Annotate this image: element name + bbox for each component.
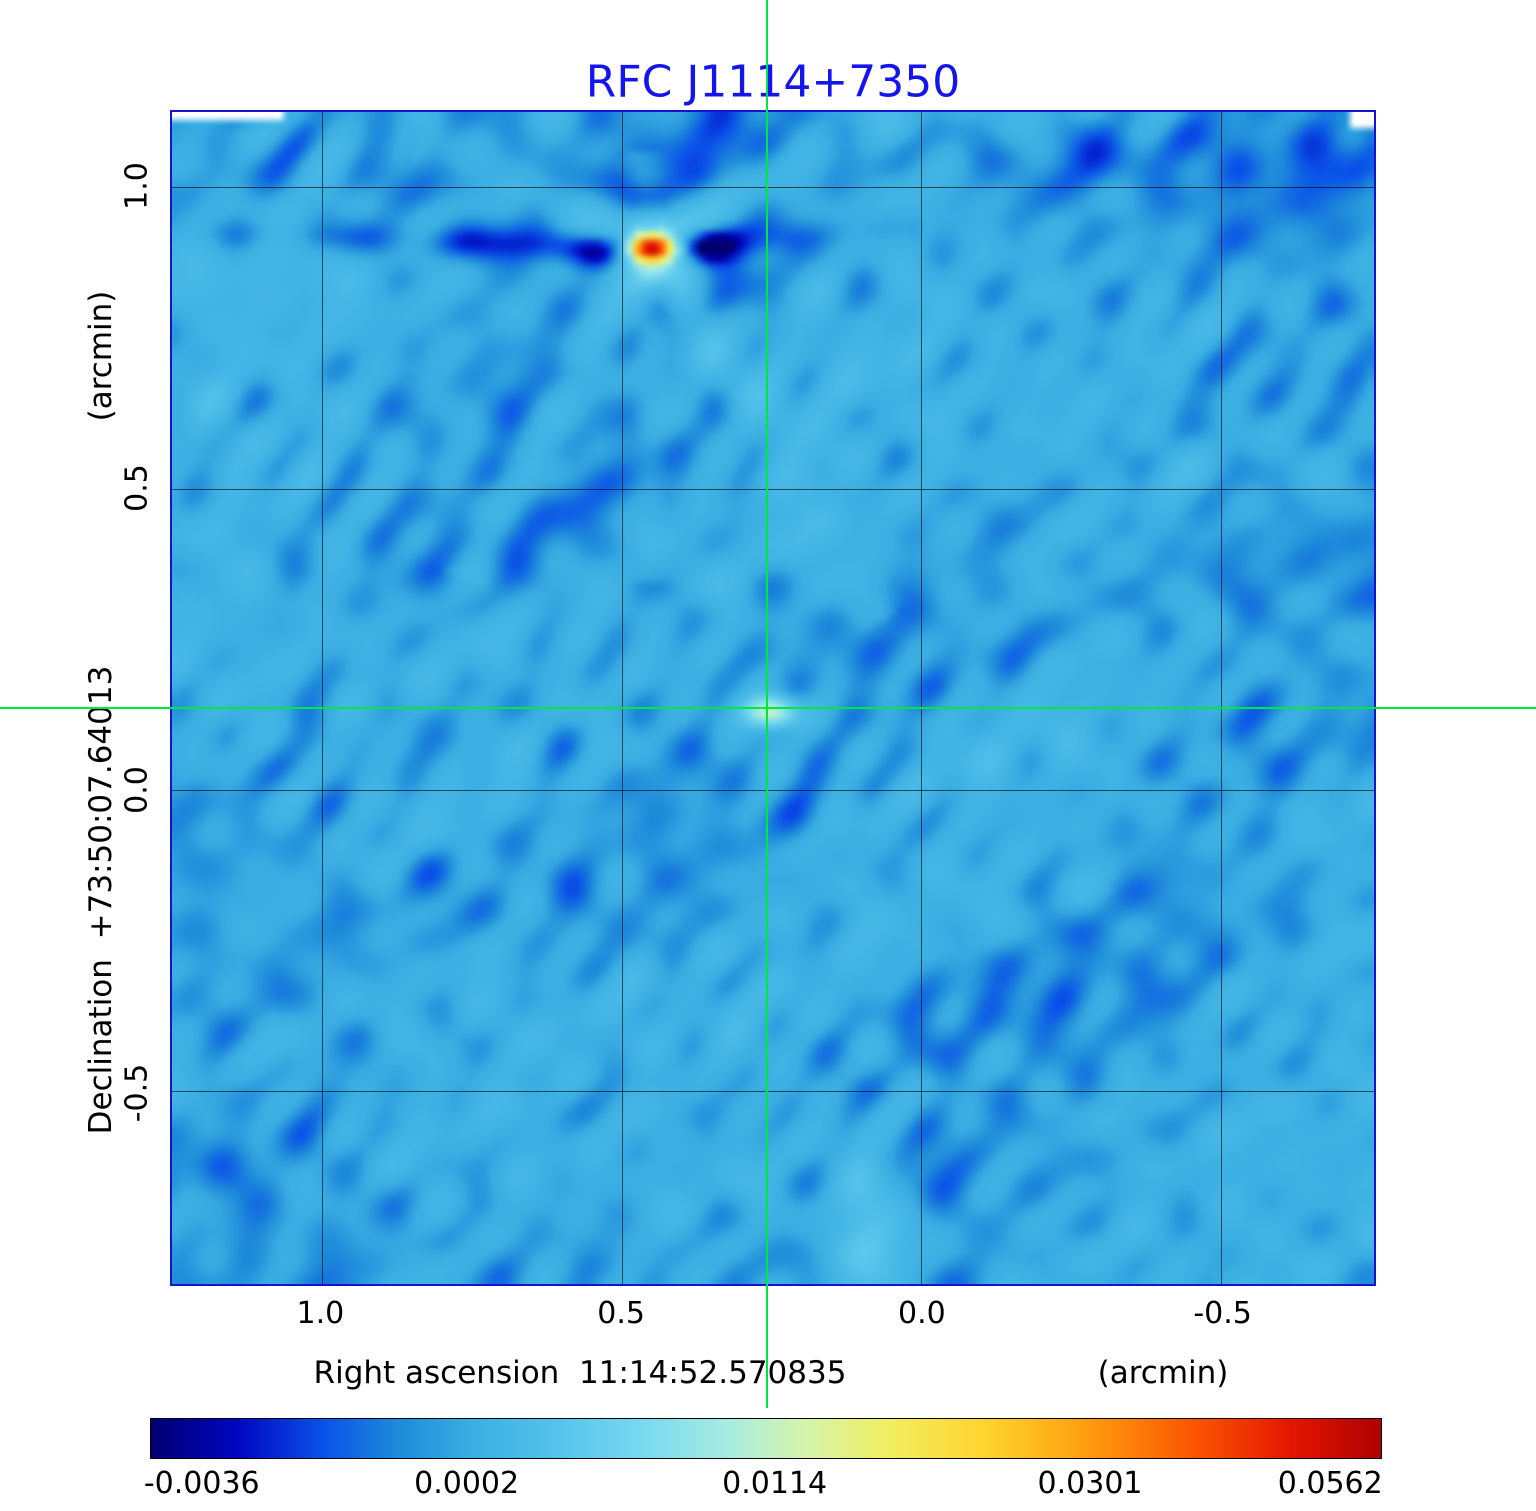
y-tick-label: 0.5 (119, 464, 155, 512)
y-tick-label: 1.0 (119, 161, 155, 210)
y-axis-label: Declination +73:50:07.64013 (83, 665, 119, 1135)
crosshair-horizontal-line (0, 706, 1536, 709)
x-axis-tick-labels: 1.0 0.5 0.0 -0.5 (170, 1296, 1376, 1340)
x-axis-label: Right ascension 11:14:52.570835 (313, 1355, 847, 1391)
crosshair-vertical-line (766, 0, 769, 1408)
y-axis-unit-label: (arcmin) (83, 290, 119, 422)
colorbar (150, 1418, 1382, 1459)
gridline-horizontal (172, 789, 1374, 791)
x-axis-unit-label: (arcmin) (1097, 1355, 1229, 1391)
intensity-map-canvas (172, 112, 1374, 1284)
x-tick-label: -0.5 (1193, 1296, 1252, 1331)
gridline-horizontal (172, 187, 1374, 189)
y-tick-label: 0.0 (119, 766, 155, 815)
plot-title: RFC J1114+7350 (585, 56, 961, 108)
colorbar-tick-label: 0.0301 (1037, 1466, 1143, 1501)
colorbar-tick-label: 0.0562 (1277, 1466, 1383, 1501)
colorbar-tick-label: -0.0036 (143, 1466, 260, 1501)
x-tick-label: 0.5 (597, 1296, 645, 1331)
map-plot-area (170, 110, 1376, 1286)
coordinate-grid (172, 112, 1374, 1284)
gridline-vertical (1221, 112, 1223, 1284)
colorbar-tick-labels: -0.0036 0.0002 0.0114 0.0301 0.0562 (144, 1466, 1383, 1506)
y-tick-label: -0.5 (119, 1063, 155, 1122)
colorbar-tick-label: 0.0002 (414, 1466, 520, 1501)
gridline-vertical (621, 112, 623, 1284)
x-tick-label: 1.0 (296, 1296, 345, 1331)
gridline-vertical (321, 112, 323, 1284)
x-tick-label: 0.0 (898, 1296, 946, 1331)
gridline-horizontal (172, 1091, 1374, 1093)
gridline-horizontal (172, 488, 1374, 490)
colorbar-tick-label: 0.0114 (722, 1466, 828, 1501)
gridline-vertical (921, 112, 923, 1284)
